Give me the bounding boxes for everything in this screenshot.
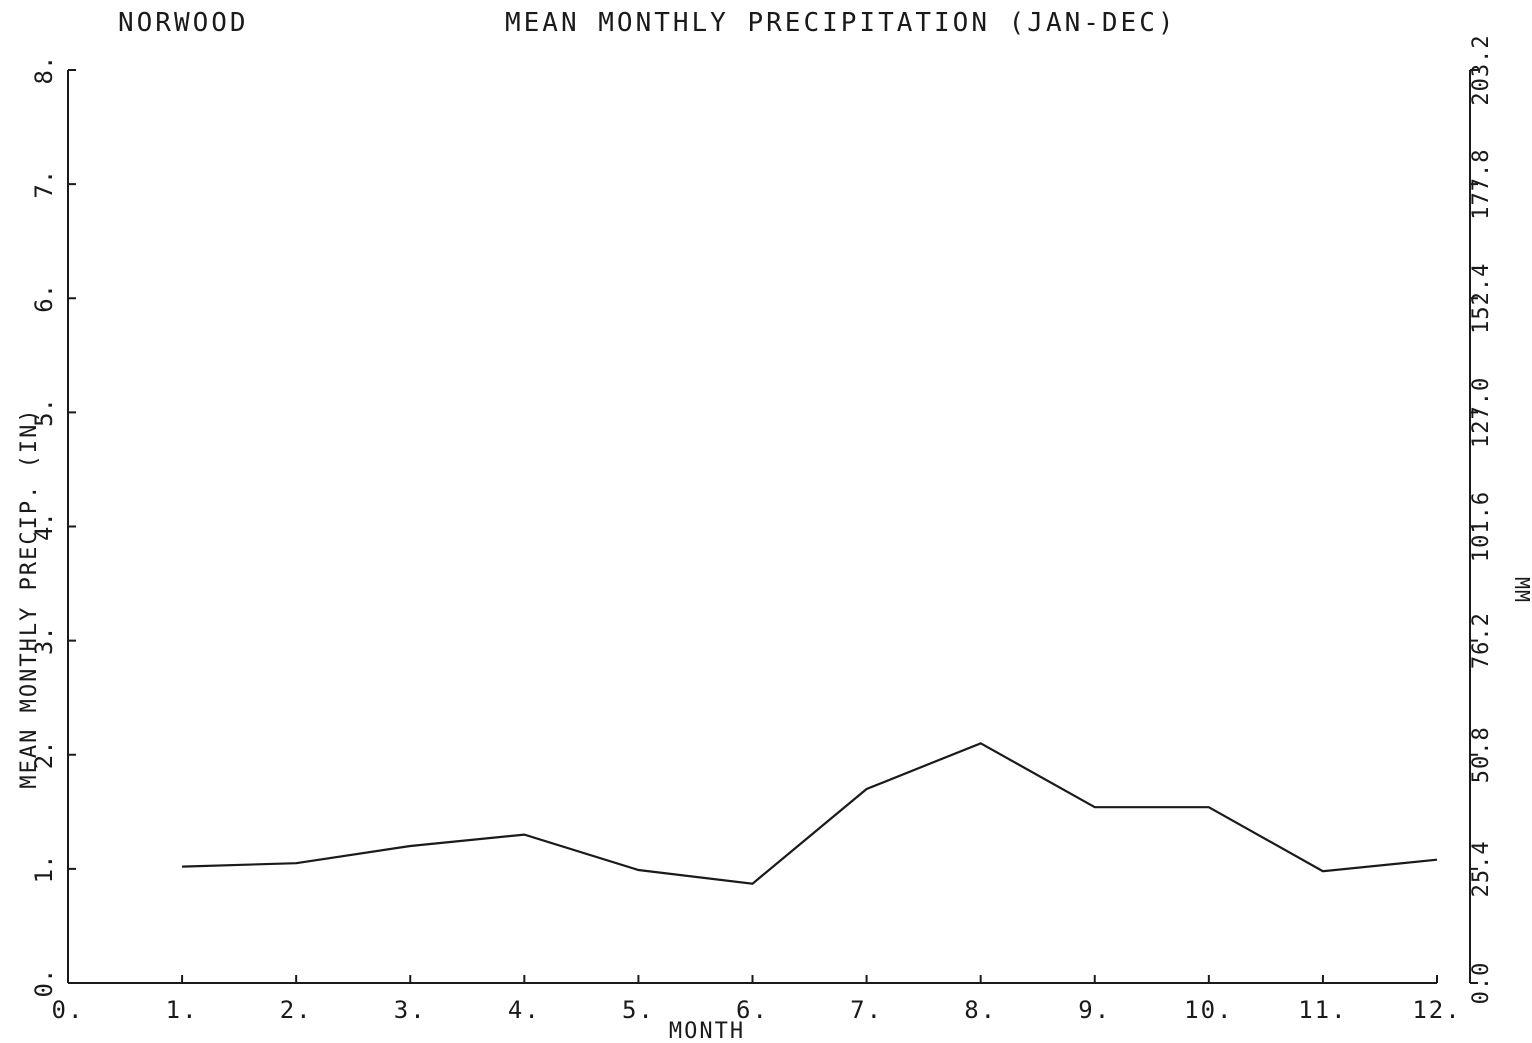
y-tick-label: 2. bbox=[30, 740, 58, 769]
x-tick-label: 8. bbox=[964, 996, 997, 1024]
x-tick-label: 5. bbox=[622, 996, 655, 1024]
y-tick-label: 0. bbox=[30, 969, 58, 998]
x-tick-label: 6. bbox=[736, 996, 769, 1024]
y-right-tick-label: 101.6 bbox=[1469, 491, 1494, 562]
x-tick-label: 4. bbox=[508, 996, 541, 1024]
y-tick-label: 4. bbox=[30, 512, 58, 541]
x-tick-label: 2. bbox=[280, 996, 313, 1024]
x-tick-label: 1. bbox=[166, 996, 199, 1024]
y-tick-label: 1. bbox=[30, 854, 58, 883]
station-name: NORWOOD bbox=[118, 8, 249, 38]
y-axis-label: MEAN MONTHLY PRECIP. (IN) bbox=[17, 407, 42, 788]
x-tick-label: 3. bbox=[394, 996, 427, 1024]
series-line bbox=[182, 742, 1438, 885]
y-tick-label: 8. bbox=[30, 56, 58, 85]
y-right-tick-label: 203.2 bbox=[1469, 34, 1494, 105]
axes bbox=[67, 70, 1471, 984]
x-tick-label: 12. bbox=[1412, 996, 1461, 1024]
y-right-tick-label: 0.0 bbox=[1469, 962, 1494, 1005]
y-right-tick-label: 25.4 bbox=[1469, 840, 1494, 897]
x-tick-label: 11. bbox=[1298, 996, 1347, 1024]
x-tick-label: 7. bbox=[850, 996, 883, 1024]
y-right-tick-label: 177.8 bbox=[1469, 149, 1494, 220]
tick-labels: 0. 1. 2. 3. 4. 5. 6. 7. 8. 9. 10. 11. 12. 0. 1. 2. 3. 4. 5… bbox=[30, 34, 1494, 1024]
y-right-tick-label: 50.8 bbox=[1469, 726, 1494, 783]
y-axis-right-label: MM bbox=[1510, 577, 1532, 603]
x-tick-label: 0. bbox=[52, 996, 85, 1024]
ticks bbox=[67, 69, 1478, 984]
y-right-tick-label: 76.2 bbox=[1469, 612, 1494, 669]
x-axis-label: MONTH bbox=[669, 1019, 745, 1043]
y-tick-label: 6. bbox=[30, 284, 58, 313]
x-tick-label: 10. bbox=[1184, 996, 1233, 1024]
y-right-tick-label: 152.4 bbox=[1469, 263, 1494, 334]
y-right-tick-label: 127.0 bbox=[1469, 377, 1494, 448]
y-tick-label: 7. bbox=[30, 170, 58, 199]
x-tick-label: 9. bbox=[1078, 996, 1111, 1024]
y-tick-label: 3. bbox=[30, 626, 58, 655]
y-tick-label: 5. bbox=[30, 398, 58, 427]
chart-title: MEAN MONTHLY PRECIPITATION (JAN-DEC) bbox=[505, 8, 1177, 38]
